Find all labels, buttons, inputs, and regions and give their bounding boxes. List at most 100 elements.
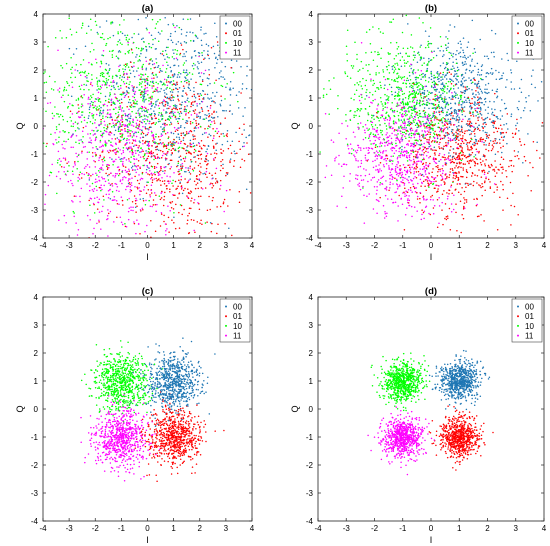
point-01 — [135, 144, 138, 146]
point-01 — [181, 213, 183, 216]
point-10 — [356, 82, 358, 84]
point-11 — [166, 175, 168, 177]
point-11 — [125, 93, 128, 96]
point-01 — [216, 206, 218, 208]
point-11 — [109, 156, 111, 159]
point-01 — [483, 171, 486, 173]
point-01 — [182, 48, 184, 51]
point-00 — [136, 53, 138, 56]
point-10 — [420, 123, 422, 125]
point-00 — [175, 106, 177, 109]
point-01 — [431, 140, 434, 142]
point-00 — [491, 89, 494, 91]
point-11 — [389, 187, 391, 189]
point-01 — [518, 138, 521, 140]
point-01 — [494, 175, 497, 177]
point-01 — [450, 161, 453, 163]
point-01 — [213, 135, 215, 137]
point-01 — [458, 139, 460, 142]
point-00 — [157, 65, 160, 67]
point-01 — [465, 88, 467, 90]
point-10 — [389, 21, 391, 23]
point-10 — [419, 144, 422, 147]
point-01 — [204, 93, 206, 96]
point-01 — [460, 142, 462, 145]
point-01 — [166, 185, 168, 187]
point-10 — [377, 87, 379, 89]
point-01 — [501, 172, 503, 174]
point-10 — [431, 121, 433, 123]
point-00 — [177, 73, 179, 76]
point-01 — [128, 158, 130, 160]
point-11 — [109, 210, 112, 213]
point-00 — [486, 55, 488, 57]
point-11 — [99, 141, 102, 143]
point-11 — [185, 112, 187, 115]
point-10 — [99, 88, 101, 90]
point-00 — [142, 118, 144, 121]
point-10 — [368, 128, 371, 130]
point-01 — [449, 118, 452, 120]
point-11 — [399, 171, 401, 174]
point-11 — [422, 154, 425, 156]
point-11 — [428, 129, 431, 131]
point-00 — [184, 108, 187, 110]
point-11 — [379, 155, 381, 157]
point-00 — [88, 106, 91, 109]
point-00 — [185, 171, 187, 173]
point-00 — [510, 81, 512, 83]
point-11 — [429, 180, 431, 183]
point-00 — [445, 36, 447, 38]
point-00 — [201, 54, 204, 57]
point-01 — [471, 151, 474, 154]
point-01 — [193, 151, 195, 154]
point-01 — [213, 101, 215, 103]
point-01 — [474, 164, 476, 167]
point-01 — [439, 72, 442, 74]
point-10 — [412, 99, 414, 102]
point-01 — [266, 161, 268, 163]
point-01 — [452, 180, 454, 183]
point-00 — [419, 104, 421, 107]
point-10 — [418, 109, 421, 112]
point-00 — [448, 89, 451, 92]
point-01 — [194, 138, 196, 140]
point-00 — [207, 97, 209, 99]
point-00 — [175, 43, 178, 45]
point-11 — [352, 131, 355, 133]
point-01 — [77, 104, 79, 106]
point-00 — [204, 158, 207, 160]
point-01 — [426, 138, 428, 141]
point-11 — [127, 135, 129, 137]
point-10 — [414, 93, 416, 95]
point-01 — [453, 152, 455, 154]
point-00 — [161, 103, 164, 105]
point-10 — [118, 68, 121, 71]
point-01 — [173, 144, 175, 146]
point-01 — [166, 188, 168, 190]
point-11 — [413, 168, 415, 170]
point-01 — [185, 152, 188, 155]
point-00 — [120, 157, 123, 160]
point-00 — [202, 9, 204, 11]
point-10 — [140, 132, 143, 135]
point-11 — [410, 189, 412, 192]
point-01 — [496, 189, 498, 191]
point-01 — [196, 182, 199, 184]
point-11 — [441, 172, 444, 175]
point-01 — [415, 150, 417, 153]
point-10 — [380, 145, 383, 147]
point-11 — [61, 143, 63, 146]
point-10 — [56, 142, 58, 144]
point-01 — [484, 164, 487, 167]
point-11 — [128, 160, 130, 162]
point-01 — [502, 139, 505, 141]
point-11 — [104, 140, 106, 142]
point-00 — [174, 105, 176, 107]
point-11 — [434, 161, 437, 164]
point-00 — [185, 121, 187, 124]
point-11 — [452, 139, 454, 141]
point-11 — [429, 99, 431, 101]
point-00 — [183, 110, 186, 112]
point-11 — [72, 201, 74, 203]
